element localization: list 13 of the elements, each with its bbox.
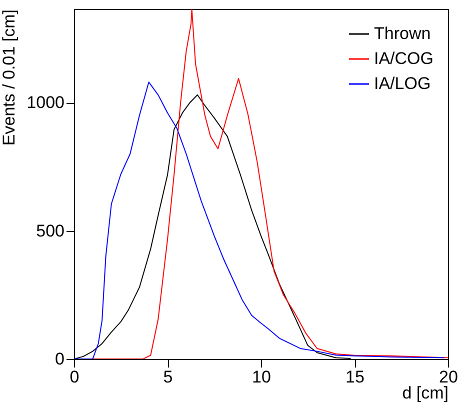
x-tick-label: 10 — [252, 368, 271, 386]
y-tick-label: 0 — [55, 350, 64, 368]
y-tick-label: 1000 — [26, 93, 64, 112]
legend-label: Thrown — [374, 24, 431, 43]
x-axis-title: d [cm] — [402, 384, 448, 402]
legend-label: IA/COG — [374, 49, 434, 68]
legend-label: IA/LOG — [374, 74, 431, 93]
y-axis-title: Events / 0.01 [cm] — [0, 10, 19, 146]
x-tick-label: 20 — [439, 368, 458, 386]
y-tick-label: 500 — [36, 221, 64, 240]
x-tick-label: 5 — [163, 368, 173, 386]
x-tick-label: 0 — [70, 368, 80, 386]
x-tick-label: 15 — [346, 368, 364, 386]
